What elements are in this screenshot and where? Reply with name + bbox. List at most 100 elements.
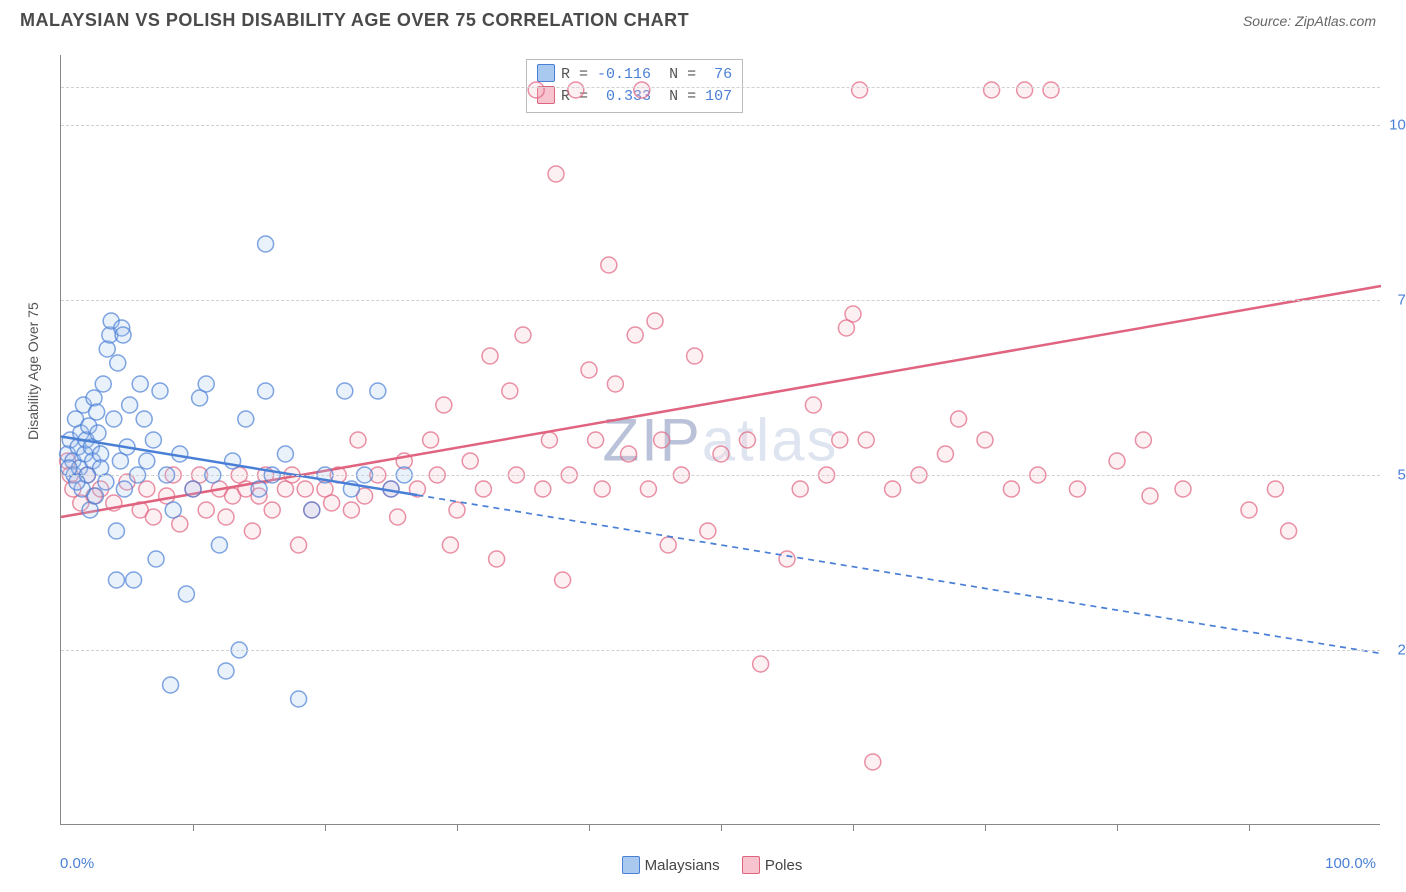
x-tick <box>853 824 854 831</box>
scatter-point <box>541 432 557 448</box>
scatter-point <box>108 572 124 588</box>
y-tick-label: 25.0% <box>1385 642 1406 659</box>
grid-line <box>61 650 1380 651</box>
scatter-point <box>568 82 584 98</box>
scatter-point <box>528 82 544 98</box>
scatter-point <box>251 481 267 497</box>
scatter-point <box>885 481 901 497</box>
scatter-point <box>548 166 564 182</box>
scatter-point <box>350 432 366 448</box>
scatter-point <box>535 481 551 497</box>
scatter-point <box>442 537 458 553</box>
scatter-point <box>865 754 881 770</box>
scatter-point <box>515 327 531 343</box>
scatter-point <box>607 376 623 392</box>
scatter-point <box>337 383 353 399</box>
scatter-point <box>291 537 307 553</box>
scatter-point <box>436 397 452 413</box>
scatter-point <box>148 551 164 567</box>
scatter-point <box>601 257 617 273</box>
scatter-point <box>462 453 478 469</box>
scatter-point <box>1241 502 1257 518</box>
scatter-point <box>588 432 604 448</box>
scatter-point <box>95 376 111 392</box>
scatter-point <box>1069 481 1085 497</box>
scatter-point <box>502 383 518 399</box>
scatter-point <box>937 446 953 462</box>
legend-label: Malaysians <box>645 857 720 874</box>
x-tick <box>325 824 326 831</box>
grid-line <box>61 125 1380 126</box>
scatter-point <box>792 481 808 497</box>
scatter-point <box>713 446 729 462</box>
scatter-point <box>779 551 795 567</box>
y-tick-label: 50.0% <box>1385 467 1406 484</box>
scatter-point <box>163 677 179 693</box>
scatter-point <box>977 432 993 448</box>
scatter-point <box>687 348 703 364</box>
scatter-point <box>489 551 505 567</box>
scatter-point <box>984 82 1000 98</box>
scatter-point <box>122 397 138 413</box>
scatter-point <box>115 327 131 343</box>
x-tick <box>1249 824 1250 831</box>
scatter-point <box>145 432 161 448</box>
x-tick <box>589 824 590 831</box>
x-tick <box>985 824 986 831</box>
scatter-point <box>116 481 132 497</box>
scatter-point <box>640 481 656 497</box>
scatter-point <box>86 390 102 406</box>
scatter-point <box>89 404 105 420</box>
grid-line <box>61 300 1380 301</box>
scatter-point <box>178 586 194 602</box>
x-tick <box>457 824 458 831</box>
scatter-point <box>258 236 274 252</box>
scatter-point <box>304 502 320 518</box>
scatter-point <box>145 509 161 525</box>
scatter-point <box>739 432 755 448</box>
scatter-point <box>258 383 274 399</box>
bottom-legend: Malaysians Poles <box>0 856 1406 874</box>
scatter-point <box>621 446 637 462</box>
scatter-point <box>390 509 406 525</box>
scatter-point <box>165 502 181 518</box>
scatter-point <box>627 327 643 343</box>
scatter-point <box>87 488 103 504</box>
scatter-point <box>555 572 571 588</box>
scatter-point <box>198 376 214 392</box>
grid-line <box>61 87 1380 88</box>
scatter-point <box>264 502 280 518</box>
scatter-point <box>482 348 498 364</box>
x-tick <box>721 824 722 831</box>
scatter-point <box>594 481 610 497</box>
legend-swatch-icon <box>622 856 640 874</box>
scatter-point <box>1043 82 1059 98</box>
scatter-point <box>475 481 491 497</box>
scatter-point <box>99 341 115 357</box>
scatter-point <box>838 320 854 336</box>
scatter-point <box>139 453 155 469</box>
scatter-point <box>634 82 650 98</box>
scatter-point <box>700 523 716 539</box>
scatter-point <box>1109 453 1125 469</box>
legend-label: Poles <box>765 857 803 874</box>
scatter-point <box>1017 82 1033 98</box>
scatter-point <box>647 313 663 329</box>
scatter-point <box>277 446 293 462</box>
scatter-point <box>126 572 142 588</box>
grid-line <box>61 475 1380 476</box>
scatter-point <box>423 432 439 448</box>
scatter-point <box>110 355 126 371</box>
scatter-point <box>218 663 234 679</box>
scatter-point <box>136 411 152 427</box>
scatter-point <box>244 523 260 539</box>
scatter-point <box>951 411 967 427</box>
scatter-point <box>1003 481 1019 497</box>
scatter-point <box>1135 432 1151 448</box>
scatter-point <box>832 432 848 448</box>
scatter-point <box>152 383 168 399</box>
scatter-point <box>1142 488 1158 504</box>
chart-title: MALAYSIAN VS POLISH DISABILITY AGE OVER … <box>20 10 689 31</box>
scatter-point <box>343 502 359 518</box>
scatter-point <box>93 460 109 476</box>
